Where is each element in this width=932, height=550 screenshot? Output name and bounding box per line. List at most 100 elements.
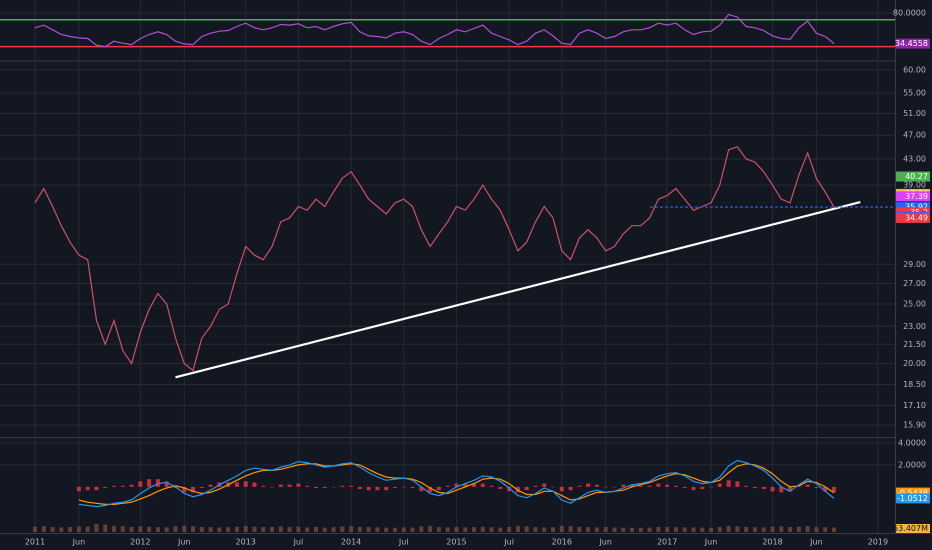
bar xyxy=(331,486,336,488)
bar xyxy=(551,527,556,532)
bar xyxy=(814,486,819,488)
bar xyxy=(612,527,617,532)
bar xyxy=(384,486,389,491)
bar xyxy=(559,525,564,532)
bar xyxy=(761,486,766,490)
bar xyxy=(428,525,433,532)
price-label: 40.27 xyxy=(905,172,928,181)
bar xyxy=(831,486,836,493)
bar xyxy=(191,526,196,532)
bar xyxy=(726,480,731,487)
bar xyxy=(50,527,55,532)
bar xyxy=(577,526,582,532)
bar xyxy=(779,526,784,532)
bar xyxy=(436,527,441,532)
bar xyxy=(700,527,705,532)
x-tick-label: 2015 xyxy=(446,538,466,547)
bar xyxy=(533,527,538,532)
bar xyxy=(594,527,599,532)
bar xyxy=(428,486,433,493)
bar xyxy=(305,485,310,487)
bar xyxy=(252,526,257,532)
bar xyxy=(691,486,696,491)
bar xyxy=(726,525,731,532)
bar xyxy=(199,486,204,488)
bar xyxy=(454,483,459,487)
bar xyxy=(542,483,547,487)
x-tick-label: 2013 xyxy=(236,538,256,547)
bar xyxy=(445,485,450,487)
bar xyxy=(489,485,494,487)
bar xyxy=(682,527,687,532)
bar xyxy=(270,486,275,488)
bar xyxy=(305,527,310,532)
bar xyxy=(410,527,415,532)
bar xyxy=(480,483,485,487)
bar xyxy=(761,527,766,532)
bar xyxy=(366,527,371,532)
bar xyxy=(638,527,643,532)
last-value-label-box xyxy=(896,493,930,504)
y-tick-label: 20.00 xyxy=(903,359,926,368)
bar xyxy=(226,527,231,532)
bar xyxy=(243,526,248,532)
bar xyxy=(621,527,626,532)
bar xyxy=(147,526,152,532)
bar xyxy=(805,484,810,487)
bar xyxy=(191,486,196,493)
bar xyxy=(788,486,793,492)
x-tick-label: 2014 xyxy=(341,538,361,547)
bar xyxy=(129,526,134,532)
last-value-label: -1.0512 xyxy=(897,494,928,503)
bar xyxy=(463,483,468,487)
bar xyxy=(480,526,485,532)
bar xyxy=(313,526,318,532)
bar xyxy=(41,526,46,532)
last-value-label: -0.5438 xyxy=(897,488,928,497)
bar xyxy=(524,486,529,491)
bar xyxy=(656,526,661,532)
bar xyxy=(559,486,564,492)
x-tick-label: 2016 xyxy=(552,538,572,547)
bar xyxy=(445,527,450,532)
x-tick-label: Jul xyxy=(503,538,514,547)
last-value-label: 35.92 xyxy=(905,203,928,212)
bar xyxy=(94,486,99,491)
bar xyxy=(287,527,292,532)
bar xyxy=(322,486,327,488)
bar xyxy=(586,483,591,487)
bar xyxy=(507,526,512,532)
bar xyxy=(208,527,213,532)
bar xyxy=(366,486,371,491)
bar xyxy=(103,524,108,532)
x-tick-label: 2018 xyxy=(762,538,782,547)
bar xyxy=(155,527,160,532)
bar xyxy=(331,527,336,532)
bar xyxy=(709,486,714,488)
x-tick-label: Jun xyxy=(598,538,612,547)
bar xyxy=(120,526,125,532)
series-line xyxy=(78,459,835,508)
bar xyxy=(823,486,828,492)
bar xyxy=(112,525,117,532)
bar xyxy=(647,527,652,532)
bar xyxy=(208,484,213,487)
bar xyxy=(68,526,73,532)
bar xyxy=(594,484,599,487)
bar xyxy=(515,525,520,532)
bar xyxy=(340,526,345,532)
bar xyxy=(542,527,547,532)
bar xyxy=(498,527,503,532)
series-line xyxy=(34,13,835,48)
bar xyxy=(129,484,134,487)
bar xyxy=(164,527,169,532)
y-tick-label: 80.0000 xyxy=(893,9,926,18)
bar xyxy=(340,485,345,487)
bar xyxy=(270,526,275,532)
bar xyxy=(665,484,670,487)
x-tick-label: 2019 xyxy=(868,538,888,547)
x-tick-label: 2017 xyxy=(657,538,677,547)
bar xyxy=(621,484,626,487)
